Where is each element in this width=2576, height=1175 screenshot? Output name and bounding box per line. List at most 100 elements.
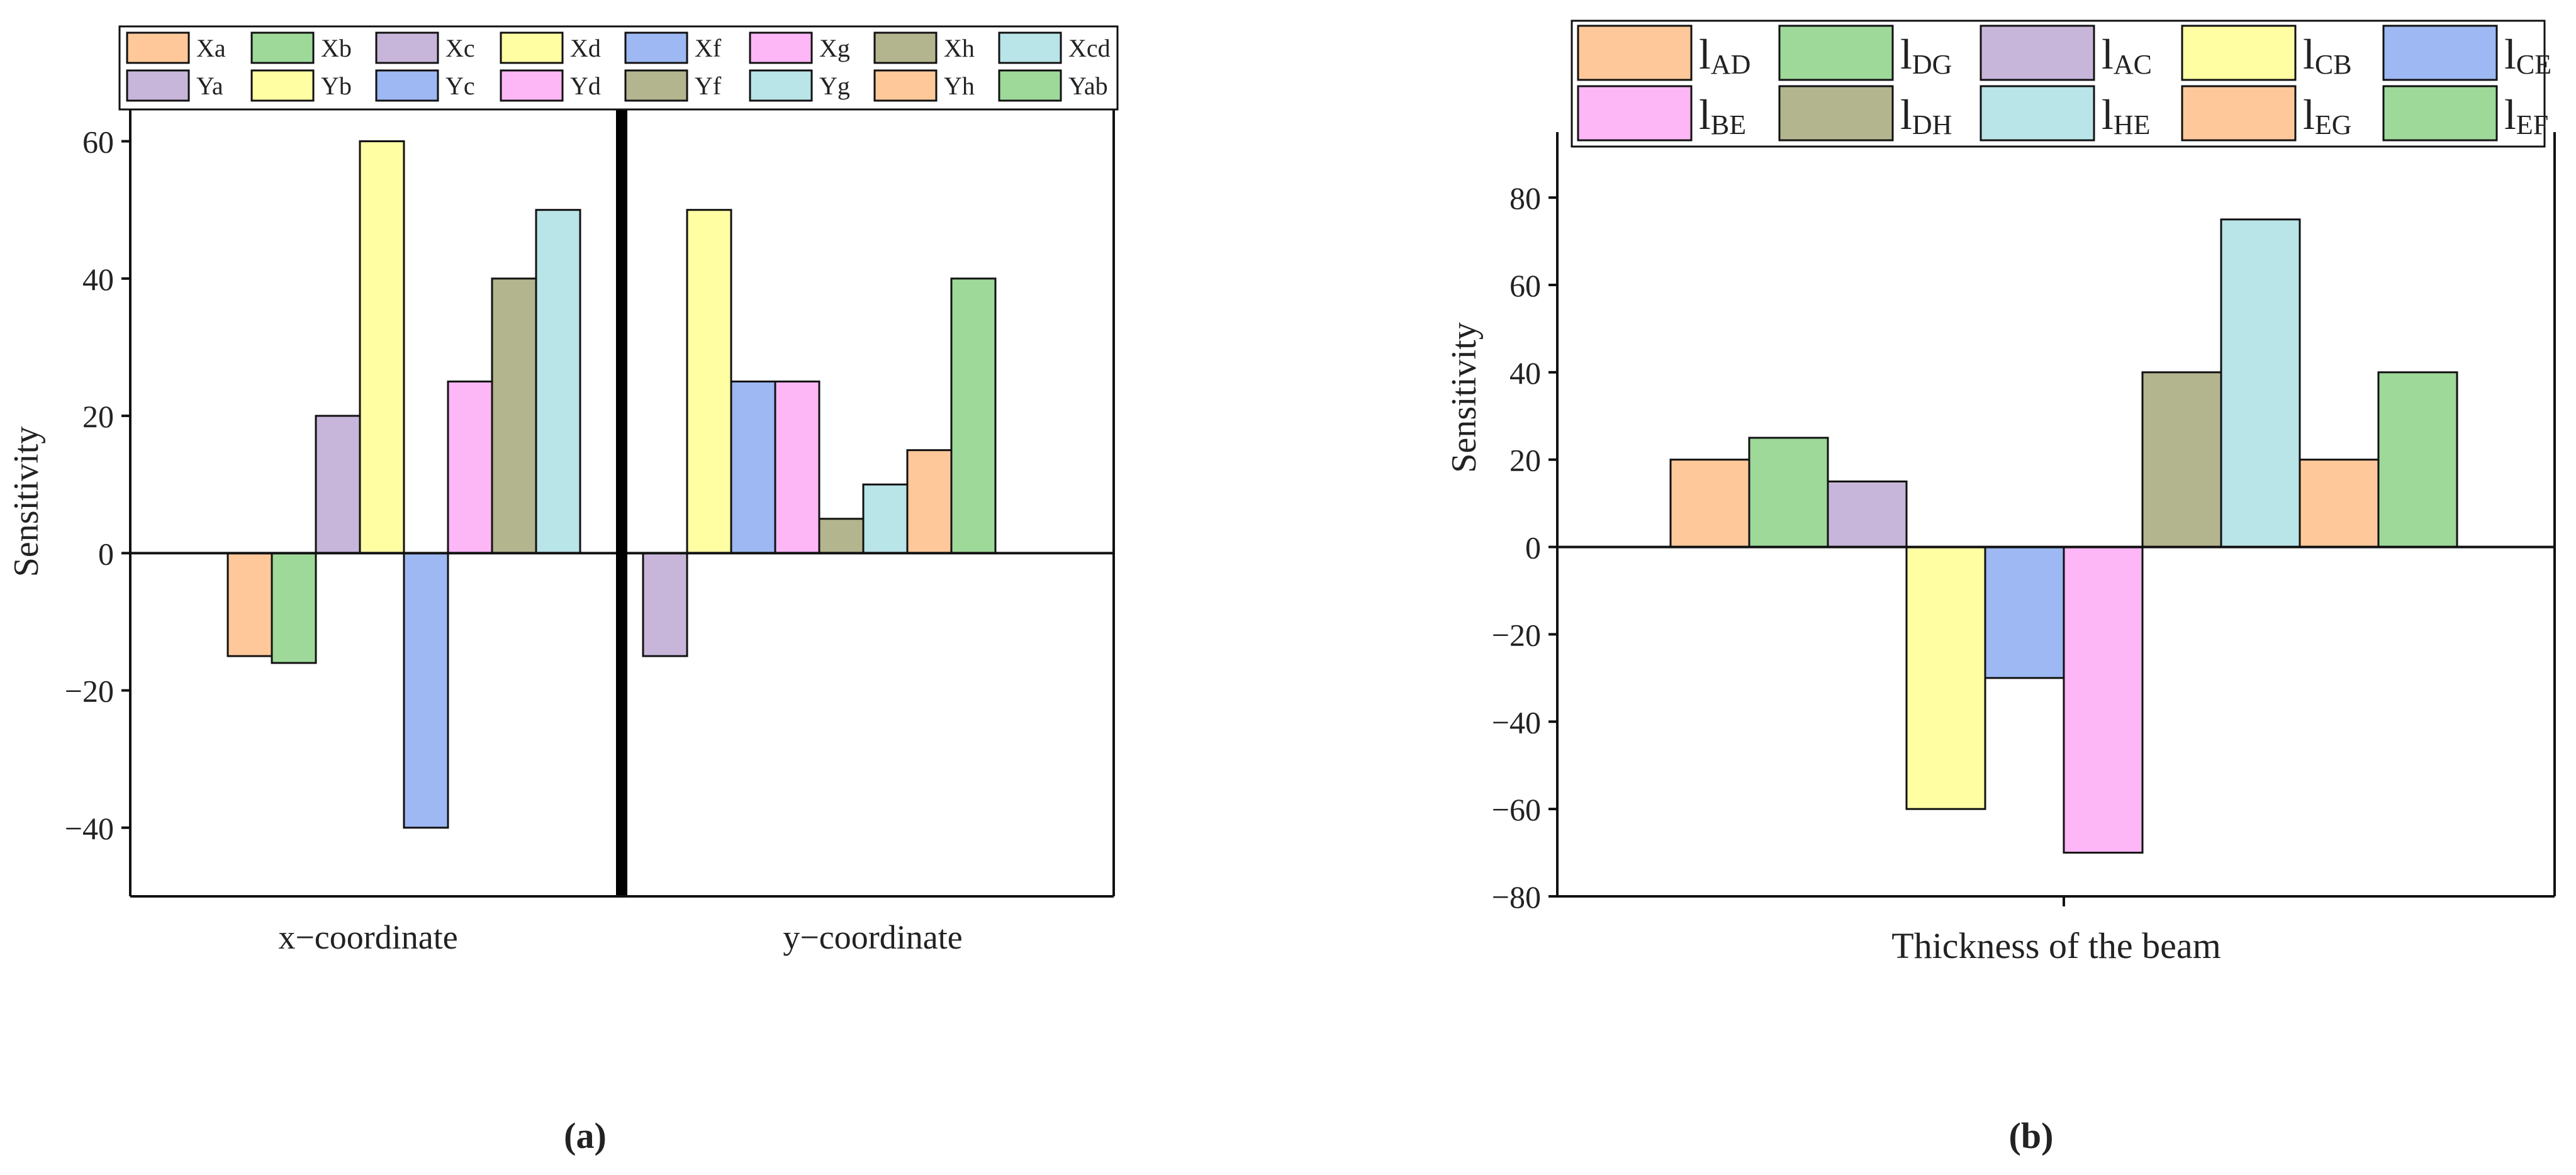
legend-swatch-l-dg [1778, 25, 1894, 81]
legend-label-yab: Yab [1068, 72, 1108, 100]
y-tick-label: −20 [1492, 617, 1541, 652]
x-group-label-1: y−coordinate [783, 918, 962, 956]
legend-swatch-xg [749, 31, 813, 64]
bar-l-dg [1748, 437, 1829, 549]
panel-label-a: (a) [564, 1115, 607, 1156]
legend-label-l-ef: lEF [2504, 91, 2548, 140]
y-axis-title: Sensitivity [1445, 322, 1484, 473]
y-tick-label: −60 [1492, 792, 1541, 827]
legend-swatch-xc [375, 31, 439, 64]
legend-swatch-yb [250, 69, 315, 102]
legend-label-xd: Xd [570, 34, 601, 62]
legend-label-l-cb: lCB [2303, 30, 2352, 80]
legend-swatch-l-eg [2181, 85, 2297, 142]
bar-ya [642, 552, 688, 657]
y-tick-label: 80 [1509, 181, 1541, 216]
legend-label-xf: Xf [695, 34, 722, 62]
legend-swatch-yh [873, 69, 938, 102]
bar-l-ac [1827, 480, 1908, 549]
y-tick-label: 40 [82, 262, 114, 297]
legend-label-l-be: lBE [1699, 91, 1746, 140]
y-tick-label: 60 [82, 125, 114, 160]
y-tick-label: 0 [98, 536, 114, 571]
bar-yd [774, 381, 820, 554]
bar-xc [315, 415, 361, 554]
legend-label-ya: Ya [196, 72, 223, 100]
bar-yc [730, 381, 776, 554]
legend-swatch-l-ef [2382, 85, 2498, 142]
bar-l-ce [1984, 546, 2065, 679]
x-group-label-0: x−coordinate [278, 918, 457, 956]
y-tick-label: 20 [82, 399, 114, 434]
bar-l-cb [1905, 546, 1986, 810]
y-tick-label: −80 [1492, 879, 1541, 915]
legend-label-yf: Yf [695, 72, 722, 100]
legend-label-xg: Xg [819, 34, 850, 62]
legend-swatch-yg [749, 69, 813, 102]
legend-swatch-l-ce [2382, 25, 2498, 81]
bar-l-ad [1669, 459, 1750, 549]
legend-label-yd: Yd [570, 72, 601, 100]
bar-l-be [2063, 546, 2144, 854]
panel-a-chart: x−coordinate y−coordinate −40 −20 0 20 40 60 Sen… [7, 25, 1119, 1156]
bar-l-eg [2299, 459, 2380, 549]
legend-label-l-he: lHE [2102, 91, 2151, 140]
legend-label-xc: Xc [445, 34, 475, 62]
bar-yf [818, 518, 865, 554]
legend-label-yg: Yg [819, 72, 850, 100]
legend-swatch-l-ac [1980, 25, 2095, 81]
legend-swatch-xh [873, 31, 938, 64]
legend-swatch-l-he [1980, 85, 2095, 142]
legend-swatch-yf [624, 69, 688, 102]
legend-swatch-yab [998, 69, 1062, 102]
legend-label-yc: Yc [445, 72, 475, 100]
legend-swatch-l-be [1577, 85, 1693, 142]
legend-label-yb: Yb [321, 72, 352, 100]
legend-label-xa: Xa [196, 34, 226, 62]
bar-xd [359, 140, 405, 554]
bar-l-dh [2141, 371, 2222, 549]
legend-swatch-ya [126, 69, 190, 102]
legend-label-xh: Xh [944, 34, 975, 62]
y-tick-label: 40 [1509, 355, 1541, 391]
bar-xb [271, 552, 317, 664]
bar-l-he [2220, 218, 2301, 549]
bar-xf [403, 552, 449, 829]
y-tick-label: −40 [65, 811, 114, 846]
legend-swatch-xb [250, 31, 315, 64]
legend-swatch-yd [500, 69, 564, 102]
legend-label-l-dh: lDH [1900, 91, 1952, 140]
y-tick-label: 0 [1525, 530, 1541, 565]
legend-label-xcd: Xcd [1068, 34, 1111, 62]
bar-l-ef [2377, 371, 2458, 549]
legend-swatch-xa [126, 31, 190, 64]
panel-b-chart: −80 −60 −40 −20 0 20 40 60 80 Sensitivity Thicknes… [1445, 19, 2556, 1156]
bar-xh [491, 277, 537, 554]
legend-label-l-ac: lAC [2102, 30, 2152, 80]
legend-swatch-l-ad [1577, 25, 1693, 81]
legend-swatch-xf [624, 31, 688, 64]
legend-swatch-xcd [998, 31, 1062, 64]
legend-swatch-l-dh [1778, 85, 1894, 142]
legend-swatch-yc [375, 69, 439, 102]
bar-yg [862, 483, 909, 554]
y-axis-title: Sensitivity [7, 426, 46, 577]
legend-label-l-ce: lCE [2504, 30, 2551, 80]
bar-yab [950, 277, 997, 554]
x-axis-title: Thickness of the beam [1891, 925, 2220, 966]
legend-swatch-l-cb [2181, 25, 2297, 81]
bar-yh [906, 449, 953, 554]
bar-yb [686, 209, 732, 554]
y-tick-label: −20 [65, 674, 114, 709]
legend-label-l-dg: lDG [1900, 30, 1952, 80]
y-tick-label: −40 [1492, 704, 1541, 740]
y-tick-label: 20 [1509, 443, 1541, 478]
panel-label-b: (b) [2009, 1115, 2054, 1156]
legend-label-xb: Xb [321, 34, 352, 62]
legend-label-yh: Yh [944, 72, 975, 100]
legend-label-l-ad: lAD [1699, 30, 1750, 80]
y-tick-label: 60 [1509, 268, 1541, 303]
bar-xg [447, 381, 493, 554]
bar-xa [227, 552, 273, 657]
